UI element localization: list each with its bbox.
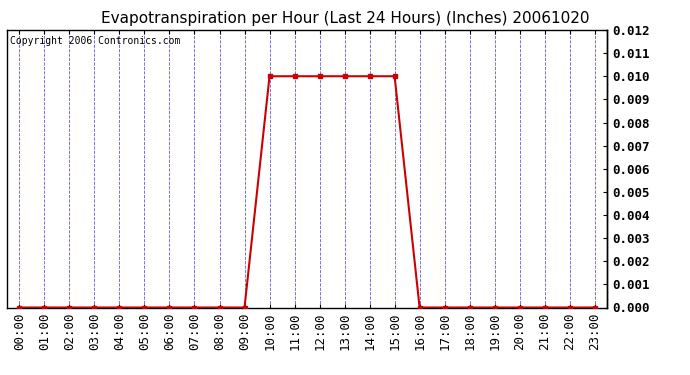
Text: Copyright 2006 Contronics.com: Copyright 2006 Contronics.com	[10, 36, 180, 45]
Text: Evapotranspiration per Hour (Last 24 Hours) (Inches) 20061020: Evapotranspiration per Hour (Last 24 Hou…	[101, 11, 589, 26]
